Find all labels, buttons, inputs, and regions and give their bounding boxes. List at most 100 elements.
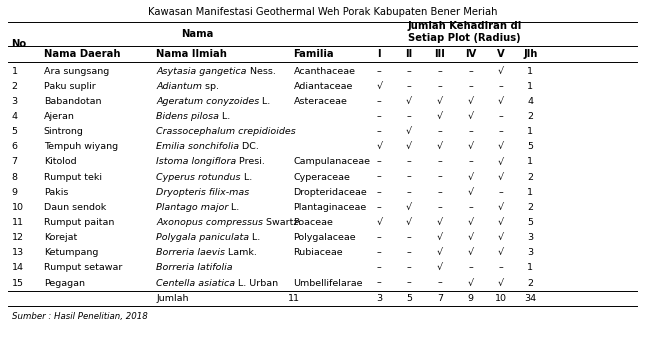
Text: 2: 2 bbox=[527, 173, 533, 182]
Text: L.: L. bbox=[228, 203, 239, 212]
Text: 8: 8 bbox=[12, 173, 17, 182]
Text: Poaceae: Poaceae bbox=[293, 218, 333, 227]
Text: –: – bbox=[498, 188, 503, 197]
Text: √: √ bbox=[497, 97, 504, 106]
Text: –: – bbox=[406, 233, 412, 242]
Text: 7: 7 bbox=[12, 157, 17, 167]
Text: –: – bbox=[377, 127, 382, 136]
Text: 1: 1 bbox=[527, 127, 533, 136]
Text: Ness.: Ness. bbox=[246, 67, 275, 76]
Text: –: – bbox=[468, 67, 473, 76]
Text: –: – bbox=[406, 67, 412, 76]
Text: 4: 4 bbox=[527, 97, 533, 106]
Text: √: √ bbox=[406, 127, 412, 136]
Text: Nama Daerah: Nama Daerah bbox=[44, 49, 121, 59]
Text: Daun sendok: Daun sendok bbox=[44, 203, 106, 212]
Text: sp.: sp. bbox=[202, 82, 219, 91]
Text: –: – bbox=[406, 173, 412, 182]
Text: –: – bbox=[406, 188, 412, 197]
Text: Polygalaceae: Polygalaceae bbox=[293, 233, 356, 242]
Text: Dropteridaceae: Dropteridaceae bbox=[293, 188, 367, 197]
Text: Plantaginaceae: Plantaginaceae bbox=[293, 203, 367, 212]
Text: √: √ bbox=[497, 203, 504, 212]
Text: Ketumpang: Ketumpang bbox=[44, 248, 98, 257]
Text: III: III bbox=[435, 49, 445, 59]
Text: L.: L. bbox=[259, 97, 271, 106]
Text: –: – bbox=[377, 157, 382, 167]
Text: Paku suplir: Paku suplir bbox=[44, 82, 95, 91]
Text: –: – bbox=[377, 263, 382, 272]
Text: Nama: Nama bbox=[181, 29, 214, 39]
Text: Babandotan: Babandotan bbox=[44, 97, 101, 106]
Text: Rumput setawar: Rumput setawar bbox=[44, 263, 123, 272]
Text: √: √ bbox=[468, 218, 474, 227]
Text: 2: 2 bbox=[527, 203, 533, 212]
Text: Sintrong: Sintrong bbox=[44, 127, 84, 136]
Text: √: √ bbox=[497, 218, 504, 227]
Text: 1: 1 bbox=[527, 82, 533, 91]
Text: Ara sungsang: Ara sungsang bbox=[44, 67, 109, 76]
Text: Sumber : Hasil Penelitian, 2018: Sumber : Hasil Penelitian, 2018 bbox=[12, 313, 147, 321]
Text: √: √ bbox=[406, 218, 412, 227]
Text: Rumput paitan: Rumput paitan bbox=[44, 218, 114, 227]
Text: √: √ bbox=[468, 112, 474, 121]
Text: Emilia sonchifolia: Emilia sonchifolia bbox=[156, 142, 239, 151]
Text: Presi.: Presi. bbox=[236, 157, 265, 167]
Text: √: √ bbox=[468, 188, 474, 197]
Text: 9: 9 bbox=[468, 294, 474, 303]
Text: –: – bbox=[406, 263, 412, 272]
Text: –: – bbox=[406, 157, 412, 167]
Text: –: – bbox=[437, 173, 442, 182]
Text: –: – bbox=[468, 203, 473, 212]
Text: √: √ bbox=[437, 112, 443, 121]
Text: L.: L. bbox=[219, 112, 230, 121]
Text: –: – bbox=[498, 127, 503, 136]
Text: Swartz.: Swartz. bbox=[263, 218, 301, 227]
Text: 5: 5 bbox=[527, 142, 533, 151]
Text: –: – bbox=[468, 82, 473, 91]
Text: 4: 4 bbox=[12, 112, 17, 121]
Text: –: – bbox=[437, 157, 442, 167]
Text: Istoma longiflora: Istoma longiflora bbox=[156, 157, 236, 167]
Text: 3: 3 bbox=[376, 294, 382, 303]
Text: 3: 3 bbox=[12, 97, 17, 106]
Text: Jlh: Jlh bbox=[523, 49, 537, 59]
Text: Umbellifelarae: Umbellifelarae bbox=[293, 278, 363, 288]
Text: –: – bbox=[468, 127, 473, 136]
Text: 14: 14 bbox=[12, 263, 24, 272]
Text: 1: 1 bbox=[527, 188, 533, 197]
Text: Kitolod: Kitolod bbox=[44, 157, 77, 167]
Text: –: – bbox=[377, 188, 382, 197]
Text: –: – bbox=[437, 127, 442, 136]
Text: No: No bbox=[12, 39, 26, 49]
Text: √: √ bbox=[497, 173, 504, 182]
Text: –: – bbox=[498, 112, 503, 121]
Text: 5: 5 bbox=[406, 294, 412, 303]
Text: √: √ bbox=[406, 97, 412, 106]
Text: II: II bbox=[405, 49, 413, 59]
Text: –: – bbox=[377, 278, 382, 288]
Text: Asytasia gangetica: Asytasia gangetica bbox=[156, 67, 246, 76]
Text: Borreria laevis: Borreria laevis bbox=[156, 248, 225, 257]
Text: √: √ bbox=[437, 97, 443, 106]
Text: –: – bbox=[377, 112, 382, 121]
Text: 1: 1 bbox=[527, 263, 533, 272]
Text: 2: 2 bbox=[527, 112, 533, 121]
Text: √: √ bbox=[437, 248, 443, 257]
Text: Acanthaceae: Acanthaceae bbox=[293, 67, 355, 76]
Text: –: – bbox=[437, 278, 442, 288]
Text: 3: 3 bbox=[527, 248, 533, 257]
Text: √: √ bbox=[497, 67, 504, 76]
Text: Tempuh wiyang: Tempuh wiyang bbox=[44, 142, 118, 151]
Text: –: – bbox=[437, 82, 442, 91]
Text: Adiantum: Adiantum bbox=[156, 82, 202, 91]
Text: Kawasan Manifestasi Geothermal Weh Porak Kabupaten Bener Meriah: Kawasan Manifestasi Geothermal Weh Porak… bbox=[148, 7, 497, 17]
Text: 2: 2 bbox=[527, 278, 533, 288]
Text: 5: 5 bbox=[12, 127, 17, 136]
Text: Crassocephalum crepidioides: Crassocephalum crepidioides bbox=[156, 127, 296, 136]
Text: Dryopteris filix-mas: Dryopteris filix-mas bbox=[156, 188, 250, 197]
Text: 11: 11 bbox=[288, 294, 299, 303]
Text: Jumlah: Jumlah bbox=[156, 294, 188, 303]
Text: √: √ bbox=[497, 157, 504, 167]
Text: 34: 34 bbox=[524, 294, 536, 303]
